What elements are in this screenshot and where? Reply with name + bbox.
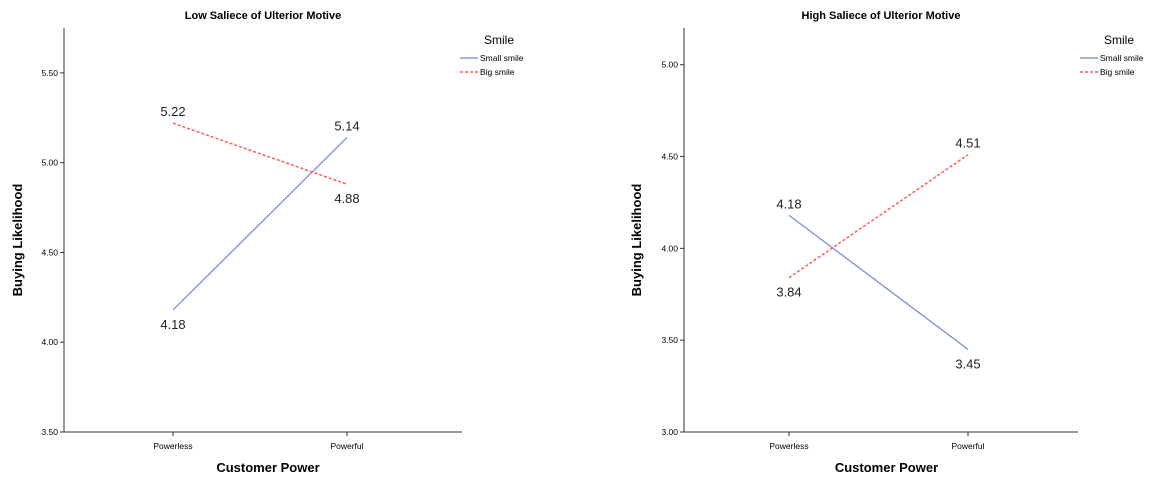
y-tick-label: 5.00 — [41, 158, 58, 168]
chart-high-salience: High Saliece of Ulterior Motive 3.00 3.50 4… — [629, 10, 1144, 475]
legend-title: Smile — [1104, 33, 1134, 47]
y-tick-label: 4.00 — [661, 243, 678, 253]
legend: Smile Small smile Big smile — [1080, 33, 1144, 77]
data-label: 3.45 — [955, 356, 980, 371]
series-line-small-smile — [788, 214, 969, 350]
legend-label: Small smile — [480, 53, 524, 63]
legend-label: Big smile — [1100, 67, 1135, 77]
y-tick-label: 4.50 — [41, 247, 58, 257]
data-label: 4.18 — [776, 196, 801, 211]
y-tick-label: 5.50 — [41, 68, 58, 78]
data-label: 3.84 — [776, 285, 801, 300]
legend: Smile Small smile Big smile — [460, 33, 524, 77]
x-tick-label: Powerless — [153, 441, 192, 451]
series-line-small-smile — [172, 136, 348, 311]
chart-low-salience: Low Saliece of Ulterior Motive 3.50 4.00 4.… — [10, 10, 524, 475]
y-axis-title: Buying Likelihood — [629, 184, 644, 297]
legend-label: Small smile — [1100, 53, 1144, 63]
chart-title: Low Saliece of Ulterior Motive — [185, 10, 341, 22]
series-line-big-smile — [172, 122, 348, 185]
y-tick-label: 4.00 — [41, 337, 58, 347]
legend-label: Big smile — [480, 67, 515, 77]
legend-title: Smile — [484, 33, 514, 47]
y-tick-label: 3.00 — [661, 427, 678, 437]
data-label: 5.14 — [334, 119, 359, 134]
data-label: 4.18 — [160, 317, 185, 332]
y-tick-label: 3.50 — [41, 427, 58, 437]
y-tick-label: 5.00 — [661, 60, 678, 70]
x-tick-label: Powerful — [330, 441, 363, 451]
data-label: 4.88 — [334, 191, 359, 206]
x-tick-label: Powerful — [951, 441, 984, 451]
data-label: 4.51 — [955, 136, 980, 151]
x-axis-title: Customer Power — [835, 460, 938, 475]
y-axis-title: Buying Likelihood — [10, 184, 25, 297]
chart-title: High Saliece of Ulterior Motive — [802, 10, 961, 22]
data-label: 5.22 — [160, 104, 185, 119]
y-tick-label: 4.50 — [661, 152, 678, 162]
x-axis-title: Customer Power — [216, 460, 319, 475]
x-tick-label: Powerless — [769, 441, 808, 451]
y-tick-label: 3.50 — [661, 335, 678, 345]
series-line-big-smile — [788, 154, 969, 279]
